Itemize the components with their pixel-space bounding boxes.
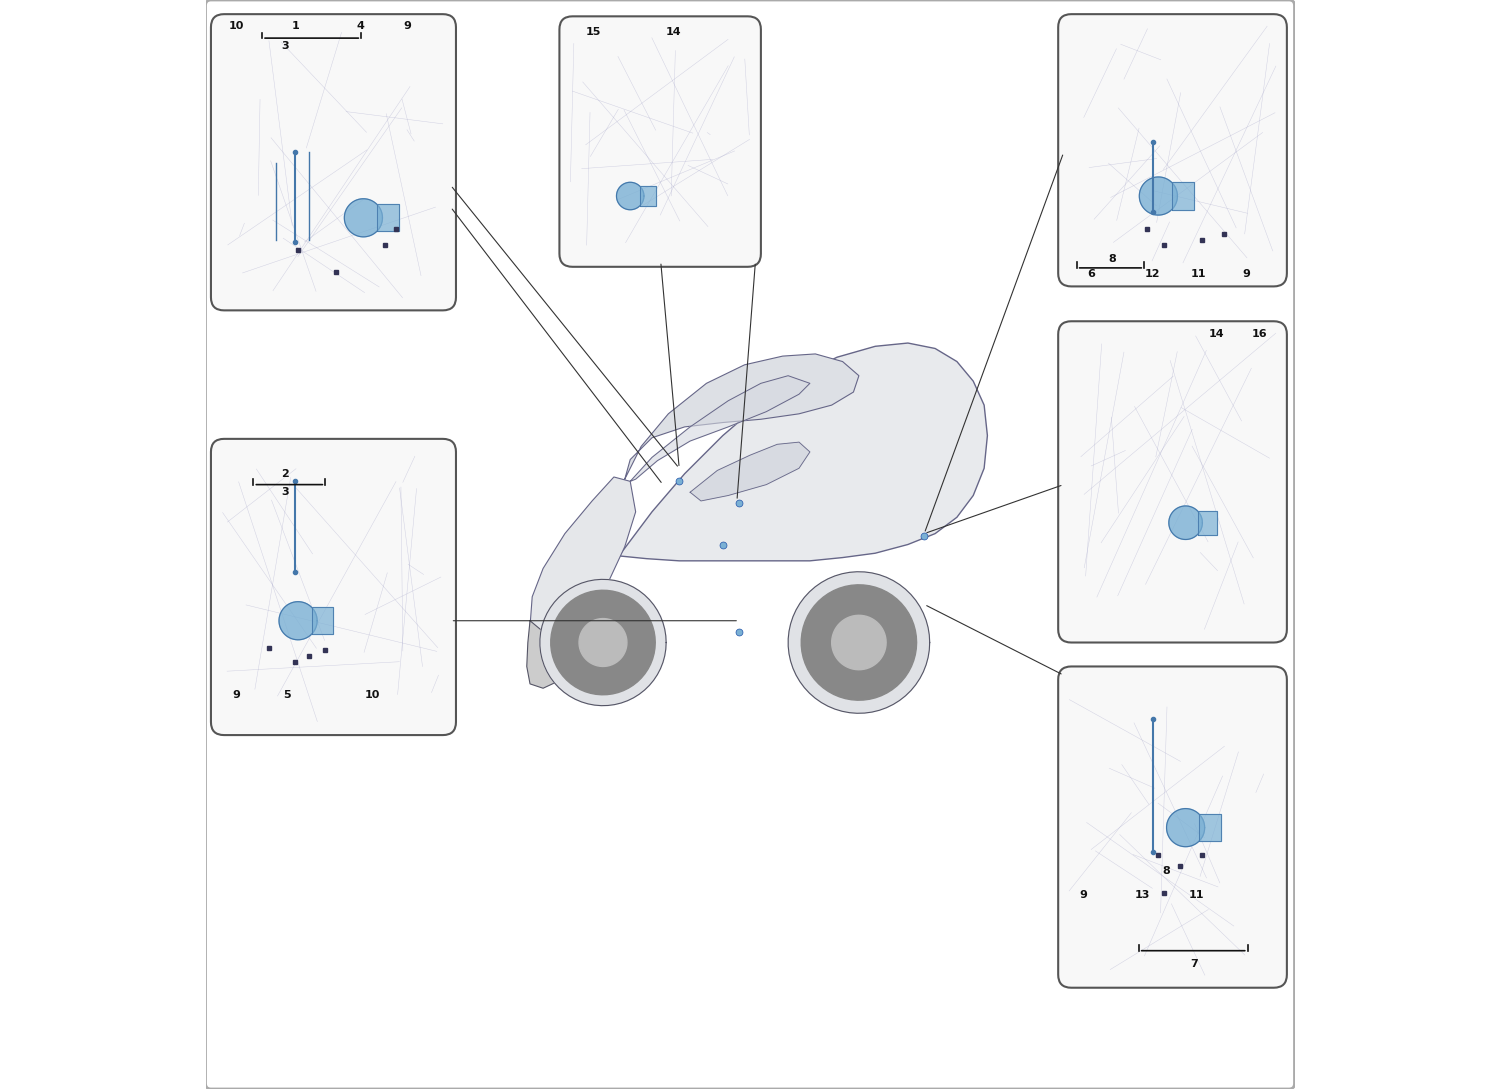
Text: 6: 6 <box>1088 269 1095 280</box>
FancyBboxPatch shape <box>1058 321 1287 643</box>
Polygon shape <box>626 354 860 479</box>
Text: 9: 9 <box>1242 269 1251 280</box>
Text: 14: 14 <box>666 26 681 37</box>
FancyBboxPatch shape <box>1058 666 1287 988</box>
FancyBboxPatch shape <box>206 0 1294 1089</box>
Text: 12: 12 <box>1144 269 1161 280</box>
FancyBboxPatch shape <box>211 439 456 735</box>
Text: 1: 1 <box>292 21 300 32</box>
Polygon shape <box>640 186 656 206</box>
Polygon shape <box>312 608 333 634</box>
Text: 9: 9 <box>1080 890 1088 901</box>
Polygon shape <box>1172 183 1194 209</box>
FancyBboxPatch shape <box>211 14 456 310</box>
Polygon shape <box>530 343 987 673</box>
Polygon shape <box>1140 178 1178 215</box>
FancyBboxPatch shape <box>560 16 760 267</box>
Text: 8: 8 <box>1162 866 1170 877</box>
Polygon shape <box>616 182 644 210</box>
Text: 16: 16 <box>1252 329 1268 340</box>
Text: 15: 15 <box>585 26 602 37</box>
Text: 9: 9 <box>404 21 411 32</box>
Text: 2: 2 <box>280 468 290 479</box>
Text: 4: 4 <box>356 21 364 32</box>
Polygon shape <box>1198 815 1221 841</box>
Polygon shape <box>279 602 316 639</box>
Text: 10: 10 <box>364 689 380 700</box>
Text: 7: 7 <box>1191 958 1198 969</box>
Polygon shape <box>376 205 399 231</box>
Polygon shape <box>579 619 627 666</box>
Text: 5: 5 <box>284 689 291 700</box>
Polygon shape <box>530 477 636 670</box>
Polygon shape <box>540 579 666 706</box>
Polygon shape <box>550 590 656 695</box>
Text: 9: 9 <box>232 689 240 700</box>
Polygon shape <box>630 376 810 481</box>
Text: 11: 11 <box>1191 269 1206 280</box>
Polygon shape <box>1197 511 1216 535</box>
FancyBboxPatch shape <box>1058 14 1287 286</box>
Polygon shape <box>526 621 566 688</box>
Polygon shape <box>690 442 810 501</box>
Text: 10: 10 <box>228 21 243 32</box>
Polygon shape <box>801 585 916 700</box>
Text: 3: 3 <box>280 40 290 51</box>
Polygon shape <box>831 615 886 670</box>
Text: 3: 3 <box>280 487 290 498</box>
Text: 13: 13 <box>1134 890 1149 901</box>
Text: 8: 8 <box>1108 254 1116 265</box>
Polygon shape <box>1167 809 1204 846</box>
Text: 11: 11 <box>1188 890 1204 901</box>
Text: 14: 14 <box>1209 329 1224 340</box>
Polygon shape <box>788 572 930 713</box>
Polygon shape <box>1168 506 1203 539</box>
Polygon shape <box>345 199 382 236</box>
